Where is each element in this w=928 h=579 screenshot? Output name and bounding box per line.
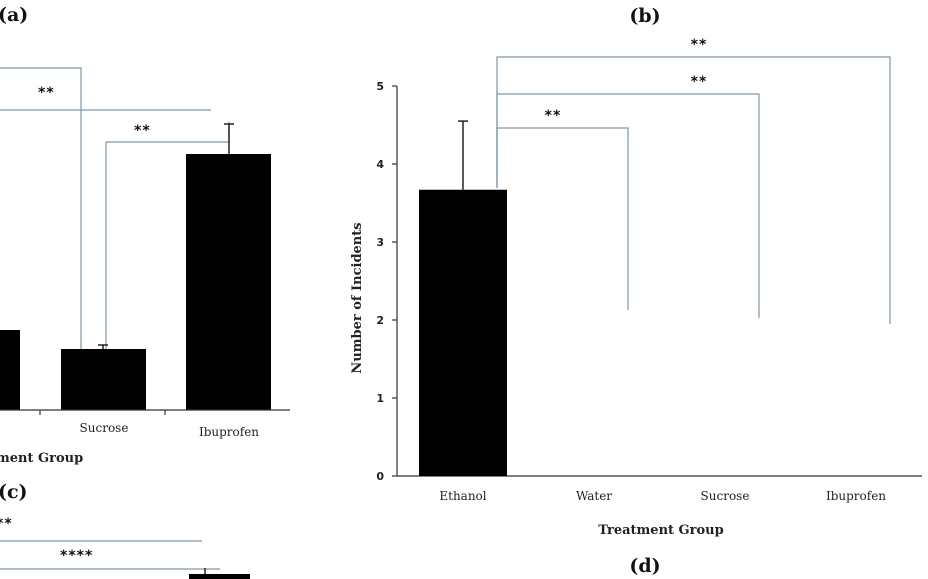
panel-a-sig-1: ** [38,85,55,101]
y-tick-label: 2 [376,314,384,327]
category-label: Ibuprofen [826,489,886,503]
significance-label: ** [545,108,562,124]
panel-c-bar-partial [189,574,250,579]
panel-b-bars [419,120,507,477]
category-label: Ethanol [439,489,486,503]
panel-b-significance-brackets: ** ** ** [496,37,891,324]
bar-ethanol [419,189,507,477]
panel-a-bracket-1 [0,67,82,400]
panel-c-sig-2: **** [60,548,93,564]
panel-label-b: (b) [629,5,660,27]
panel-c-sig-1: ** [0,516,13,532]
panel-a-sig-2: ** [134,123,151,139]
panel-label-c: (c) [0,481,28,503]
panel-a: (a) ** ** Sucrose Ibuprofen ment Group [0,4,290,466]
significance-bracket [496,56,891,324]
panel-a-cat-ibuprofen: Ibuprofen [199,425,259,439]
y-tick-label: 5 [376,80,384,93]
panel-label-a: (a) [0,4,28,26]
significance-label: ** [691,74,708,90]
category-label: Water [576,489,612,503]
y-tick-label: 1 [376,392,384,405]
panel-b: (b) Number of Incidents 0 1 2 3 4 5 ** ** ** Et… [350,5,922,538]
panel-a-bar-ibuprofen [186,154,271,410]
panel-label-d: (d) [629,555,660,577]
panel-b-x-title: Treatment Group [598,523,723,538]
significance-bracket [496,127,629,310]
category-label: Sucrose [701,489,750,503]
panel-a-x-title: ment Group [0,451,83,466]
y-tick-label: 0 [376,470,384,483]
panel-a-cat-sucrose: Sucrose [80,421,129,435]
panel-b-y-title: Number of Incidents [350,222,365,373]
panel-c: (c) ** **** [0,481,250,579]
panel-a-bar-sucrose [61,349,146,410]
panel-a-bar-partial [0,330,20,410]
y-tick-label: 4 [376,158,384,171]
significance-label: ** [691,37,708,53]
panel-b-y-ticks: 0 1 2 3 4 5 [376,80,397,483]
panel-b-category-labels: Ethanol Water Sucrose Ibuprofen [439,489,886,503]
y-tick-label: 3 [376,236,384,249]
